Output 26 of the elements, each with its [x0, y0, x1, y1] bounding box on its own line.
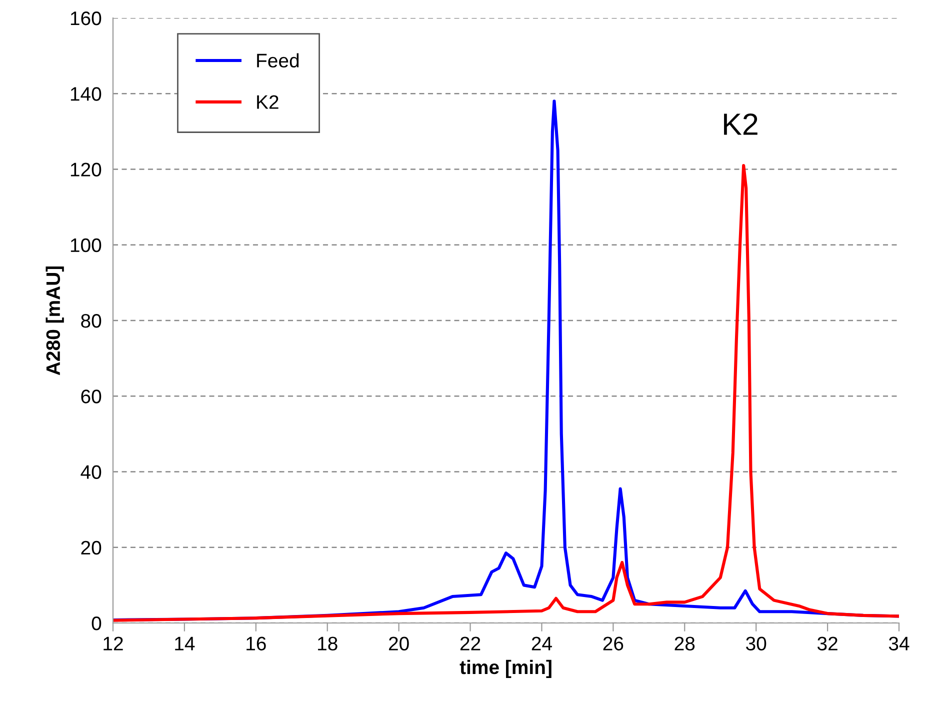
y-tick-label: 120: [70, 162, 102, 176]
y-tick-label: 40: [80, 465, 102, 479]
x-tick-label: 22: [460, 636, 480, 650]
x-tick-label: 14: [175, 636, 195, 650]
y-tick-label: 160: [70, 11, 102, 26]
x-tick-label: 12: [104, 636, 123, 650]
y-tick-label: 0: [92, 616, 102, 630]
x-tick-label: 28: [674, 636, 695, 650]
y-tick-label: 80: [81, 314, 102, 328]
x-tick-label: 24: [532, 636, 552, 650]
x-tick-label: 18: [318, 636, 338, 650]
y-tick-label: 140: [70, 87, 102, 101]
x-tick-label: 32: [817, 636, 838, 650]
y-tick-label: 20: [81, 540, 102, 555]
x-tick-label: 20: [388, 636, 409, 650]
annotation: K2: [724, 113, 758, 135]
legend-label: K2: [257, 95, 278, 109]
x-tick-label: 34: [888, 636, 910, 650]
x-tick-label: 26: [603, 636, 624, 650]
y-axis-title: A280 [mAU]: [46, 266, 64, 376]
x-axis-title: time [min]: [460, 660, 552, 678]
y-tick-label: 60: [81, 390, 102, 404]
legend-label: Feed: [257, 53, 299, 68]
x-tick-label: 30: [746, 636, 766, 650]
x-tick-label: 16: [246, 636, 266, 650]
y-tick-label: 100: [70, 238, 102, 252]
